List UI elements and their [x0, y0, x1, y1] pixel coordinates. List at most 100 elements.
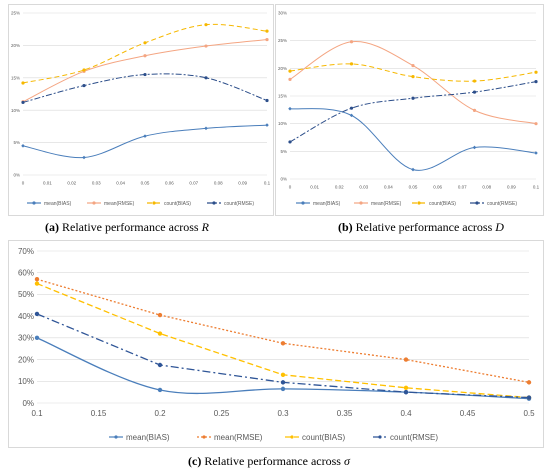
- data-point: [157, 362, 163, 368]
- caption-c: (c) Relative performance across σ: [188, 454, 350, 469]
- legend-marker: [417, 201, 421, 205]
- caption-c-tag: (c): [188, 454, 202, 468]
- caption-b-text: Relative performance across: [355, 220, 493, 234]
- data-point: [472, 79, 477, 83]
- caption-a-text: Relative performance across: [62, 220, 199, 234]
- chart-panel-a: 0% 5% 10% 15% 20% 25% 0 0.01 0.02 0.03 0.04 0.05 0.0…: [8, 4, 274, 216]
- legend-label: count(RMSE): [487, 201, 517, 207]
- data-point: [34, 281, 40, 286]
- data-point: [204, 23, 208, 27]
- data-point: [472, 108, 477, 112]
- legend-label: count(BIAS): [302, 433, 345, 442]
- x-tick-label: 0.35: [337, 409, 353, 418]
- legend-label: count(BIAS): [429, 201, 456, 207]
- data-point: [349, 113, 354, 118]
- legend-label: mean(RMSE): [371, 201, 402, 207]
- legend-marker: [290, 435, 294, 439]
- data-point: [204, 76, 208, 80]
- data-point: [288, 69, 292, 73]
- x-tick-label: 0.02: [67, 181, 76, 186]
- x-tick-label: 0.01: [43, 181, 52, 186]
- y-tick-label: 0%: [280, 177, 287, 182]
- x-tick-label: 0.05: [141, 181, 150, 186]
- chart-panel-c: 0% 10% 20% 30% 40% 50% 60% 70% 0.1 0.15 0.2 0.25 0.3…: [8, 240, 544, 448]
- data-point: [21, 100, 25, 105]
- legend-label: mean(BIAS): [126, 433, 170, 442]
- legend-marker: [32, 201, 36, 205]
- x-tick-label: 0: [289, 185, 292, 190]
- x-tick-label: 0.07: [458, 185, 467, 190]
- y-tick-label: 5%: [280, 149, 287, 154]
- x-tick-label: 0.04: [116, 181, 125, 186]
- data-point: [34, 311, 40, 317]
- y-tick-label: 10%: [278, 121, 287, 126]
- x-tick-label: 0.25: [214, 409, 230, 418]
- x-tick-label: 0.05: [409, 185, 418, 190]
- x-tick-label: 0.2: [154, 409, 166, 418]
- data-point: [534, 80, 538, 84]
- x-tick-label: 0.1: [264, 181, 271, 186]
- y-tick-label: 5%: [13, 140, 20, 145]
- series-line: [36, 278, 530, 384]
- chart-panel-b: 0% 5% 10% 15% 20% 25% 30% 0 0.01 0.02 0.03 0.04 0.05…: [275, 4, 544, 216]
- data-point: [34, 277, 40, 282]
- series-line: [22, 124, 268, 159]
- y-tick-label: 70%: [18, 247, 34, 256]
- data-point: [288, 106, 292, 111]
- y-tick-label: 30%: [18, 334, 34, 343]
- chart-a-svg: 0% 5% 10% 15% 20% 25% 0 0.01 0.02 0.03 0.04 0.05 0.0…: [11, 11, 271, 207]
- data-point: [280, 341, 286, 346]
- data-point: [534, 70, 538, 74]
- legend-label: mean(RMSE): [104, 201, 135, 207]
- x-tick-label: 0.15: [91, 409, 107, 418]
- y-tick-label: 25%: [278, 38, 287, 43]
- y-tick-label: 15%: [278, 94, 287, 99]
- data-point: [265, 123, 269, 127]
- series-line: [289, 41, 537, 125]
- data-point: [534, 151, 538, 155]
- legend-marker: [92, 201, 96, 205]
- data-point: [143, 54, 147, 58]
- data-point: [34, 335, 40, 341]
- x-tick-label: 0.3: [277, 409, 289, 418]
- data-point: [204, 44, 208, 48]
- legend-marker: [114, 435, 118, 439]
- legend-label: count(RMSE): [390, 433, 438, 442]
- legend-marker: [152, 201, 156, 205]
- data-point: [82, 155, 86, 160]
- data-point: [82, 68, 86, 72]
- legend-marker: [378, 435, 382, 439]
- data-point: [472, 145, 477, 150]
- data-point: [143, 134, 147, 138]
- y-tick-label: 10%: [11, 108, 20, 113]
- data-point: [411, 96, 415, 100]
- data-point: [403, 389, 409, 395]
- data-point: [21, 144, 25, 148]
- series-line: [22, 73, 268, 103]
- y-tick-label: 25%: [11, 11, 20, 16]
- y-tick-label: 30%: [278, 11, 287, 16]
- legend-marker: [212, 201, 216, 205]
- x-tick-label: 0: [22, 181, 25, 186]
- legend-marker: [475, 201, 479, 205]
- data-point: [349, 106, 354, 110]
- data-point: [472, 90, 477, 94]
- data-point: [411, 167, 415, 172]
- data-point: [526, 380, 532, 385]
- data-point: [143, 72, 147, 77]
- x-tick-label: 0.1: [31, 409, 43, 418]
- x-tick-label: 0.5: [523, 409, 535, 418]
- legend-marker: [301, 201, 305, 205]
- caption-b: (b) Relative performance across D: [338, 220, 504, 235]
- legend-label: count(RMSE): [224, 201, 254, 207]
- data-point: [288, 140, 292, 144]
- data-point: [403, 357, 409, 362]
- x-tick-label: 0.07: [189, 181, 198, 186]
- x-tick-label: 0.01: [310, 185, 319, 190]
- data-point: [157, 387, 163, 393]
- x-tick-label: 0.08: [214, 181, 223, 186]
- data-point: [534, 122, 538, 126]
- series-line: [22, 39, 268, 103]
- data-point: [157, 331, 163, 336]
- data-point: [265, 37, 269, 42]
